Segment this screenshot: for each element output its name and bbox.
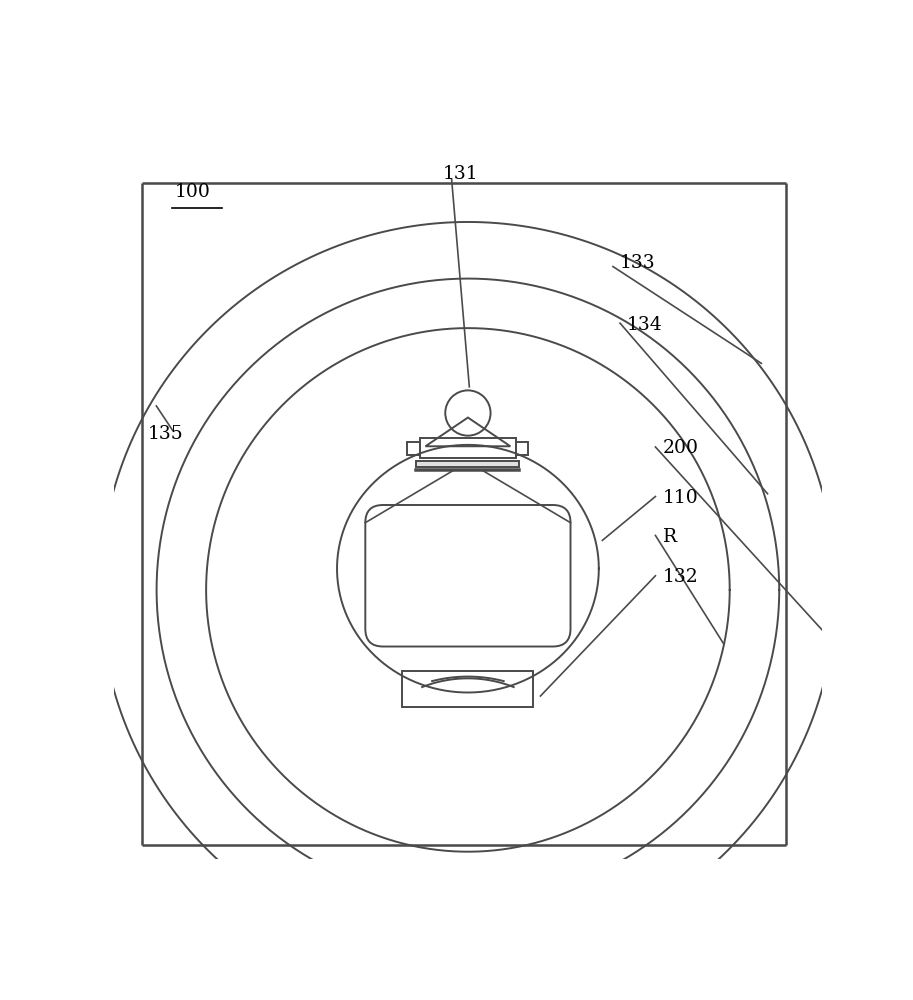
Text: 134: 134 [627, 316, 663, 334]
Text: 100: 100 [174, 183, 210, 201]
Text: 131: 131 [443, 165, 478, 183]
Text: 110: 110 [663, 489, 698, 507]
Text: 135: 135 [148, 425, 184, 443]
Bar [420, 438, 516, 458]
Bar [516, 442, 529, 455]
Text: 200: 200 [663, 439, 698, 457]
Bar [416, 461, 519, 467]
Text: 133: 133 [620, 254, 656, 272]
Text: 132: 132 [663, 568, 698, 586]
Bar [407, 442, 420, 455]
Bar [403, 671, 533, 707]
Text: R: R [663, 528, 677, 546]
